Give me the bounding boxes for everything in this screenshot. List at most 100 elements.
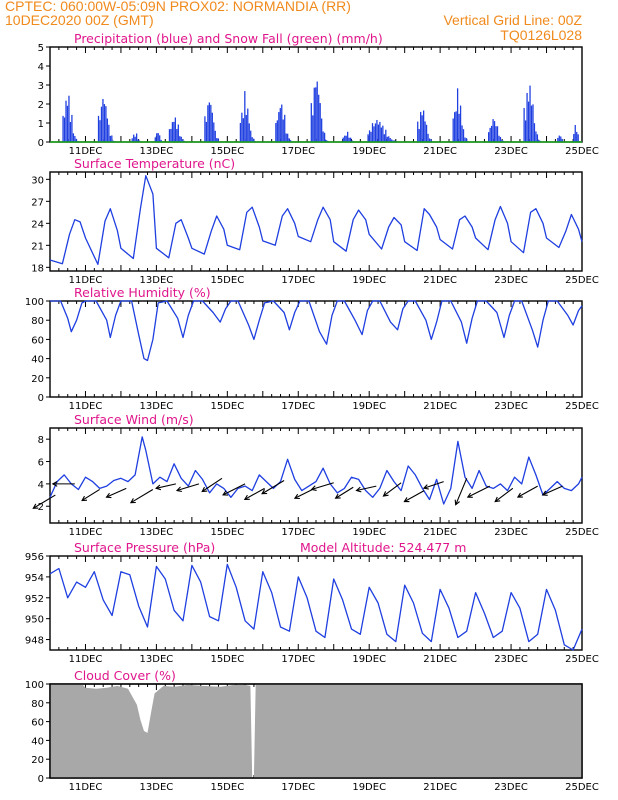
pres-y-tick-label: 956 <box>25 552 44 563</box>
precip-bar <box>459 105 462 142</box>
precip-x-tick-label: 25DEC <box>565 146 599 157</box>
wind-y-tick-label: 8 <box>38 435 44 446</box>
precip-bar <box>385 129 387 142</box>
rh-y-tick-label: 80 <box>31 316 44 327</box>
wind-vector-head <box>541 490 548 496</box>
cloud-x-tick-label: 11DEC <box>69 782 103 793</box>
pres-x-tick-label: 25DEC <box>565 654 599 665</box>
precip-bar <box>287 133 289 142</box>
precip-bar <box>538 139 540 142</box>
temp-x-tick-label: 17DEC <box>281 275 315 286</box>
precip-x-tick-label: 13DEC <box>140 146 174 157</box>
precip-bar <box>427 133 429 142</box>
wind-vector <box>455 478 468 505</box>
precip-bar <box>495 126 497 142</box>
pres-frame <box>49 555 583 651</box>
cloud-panel <box>46 683 583 779</box>
precip-bar <box>371 123 374 142</box>
temp-x-tick-label: 19DEC <box>352 275 386 286</box>
precip-bar <box>560 136 562 142</box>
precip-bar <box>344 135 346 142</box>
rh-x-tick-label: 15DEC <box>210 401 244 412</box>
precip-bar <box>367 134 369 142</box>
precip-bar <box>248 123 250 142</box>
precip-bar <box>69 121 72 142</box>
precip-bar <box>204 116 206 142</box>
wind-vector <box>155 483 177 489</box>
precip-bar <box>380 127 383 142</box>
precip-bar <box>368 130 371 142</box>
wind-vector <box>294 488 313 499</box>
precip-bar <box>573 134 575 142</box>
wind-vector-head <box>243 494 250 500</box>
precip-bar <box>376 119 378 142</box>
precip-bar <box>205 121 208 142</box>
wind-vector <box>404 490 425 503</box>
cloud-x-tick-label: 15DEC <box>210 782 244 793</box>
precip-bar <box>456 88 459 142</box>
precip-bar <box>241 112 243 142</box>
precip-bar <box>310 103 312 142</box>
wind-vector <box>423 481 444 489</box>
pres-x-tick-label: 21DEC <box>423 654 457 665</box>
precip-bar <box>417 121 419 142</box>
precip-bar <box>68 95 70 142</box>
precip-bar <box>348 137 350 142</box>
rh-y-tick-label: 0 <box>38 393 44 404</box>
precip-bar <box>281 104 283 142</box>
precip-bar <box>321 118 323 142</box>
wind-vector-head <box>51 481 58 487</box>
temp-x-tick-label: 11DEC <box>69 275 103 286</box>
wind-vector-head <box>154 484 162 491</box>
precip-bar <box>532 104 534 142</box>
wind-vector <box>176 483 200 492</box>
precip-bar <box>134 136 136 142</box>
precip-bar <box>213 122 215 142</box>
precip-bar <box>557 137 559 142</box>
wind-vector <box>311 482 334 490</box>
precip-bar <box>322 131 324 142</box>
precip-bar <box>217 138 219 142</box>
rh-x-tick-label: 19DEC <box>352 401 386 412</box>
precip-x-tick-label: 17DEC <box>281 146 315 157</box>
header-run-date: 10DEC2020 00Z (GMT) <box>5 12 154 28</box>
precip-bar <box>379 121 381 142</box>
precip-bar <box>105 106 107 142</box>
precip-bar <box>285 133 287 142</box>
precip-bar <box>136 133 138 142</box>
precip-x-tick-label: 23DEC <box>494 146 528 157</box>
precip-bar <box>182 139 184 142</box>
precip-bar <box>529 85 531 142</box>
precip-bar <box>99 120 101 142</box>
wind-vector <box>383 482 402 497</box>
temp-x-tick-label: 23DEC <box>494 275 528 286</box>
precip-bar <box>137 139 139 142</box>
cloud-y-tick-label: 80 <box>31 699 44 710</box>
rh-y-tick-label: 100 <box>25 297 44 308</box>
temp-panel <box>46 171 583 272</box>
cloud-y-tick-label: 0 <box>38 774 44 785</box>
precip-bar <box>370 131 372 142</box>
precip-bar <box>391 139 393 142</box>
precip-y-tick-label: 2 <box>38 100 44 111</box>
precip-bar <box>171 122 174 142</box>
precip-y-tick-label: 5 <box>38 43 44 54</box>
precip-bar <box>207 105 209 142</box>
rh-x-tick-label: 17DEC <box>281 401 315 412</box>
wind-vector-head <box>310 485 317 491</box>
precip-bar <box>100 106 103 142</box>
precip-bar <box>74 135 76 142</box>
precip-bar <box>245 115 247 142</box>
precip-bar <box>342 137 344 142</box>
precip-bar <box>313 87 315 142</box>
precip-bar <box>526 92 528 142</box>
precip-bar <box>527 101 530 142</box>
precip-bar <box>349 137 352 142</box>
wind-panel <box>32 427 583 524</box>
wind-vector <box>542 485 563 496</box>
precip-bar <box>574 125 576 142</box>
cloud-title: Cloud Cover (%) <box>74 668 176 683</box>
wind-title: Surface Wind (m/s) <box>74 412 194 427</box>
precip-bar <box>244 91 246 142</box>
precip-bar <box>425 124 428 142</box>
